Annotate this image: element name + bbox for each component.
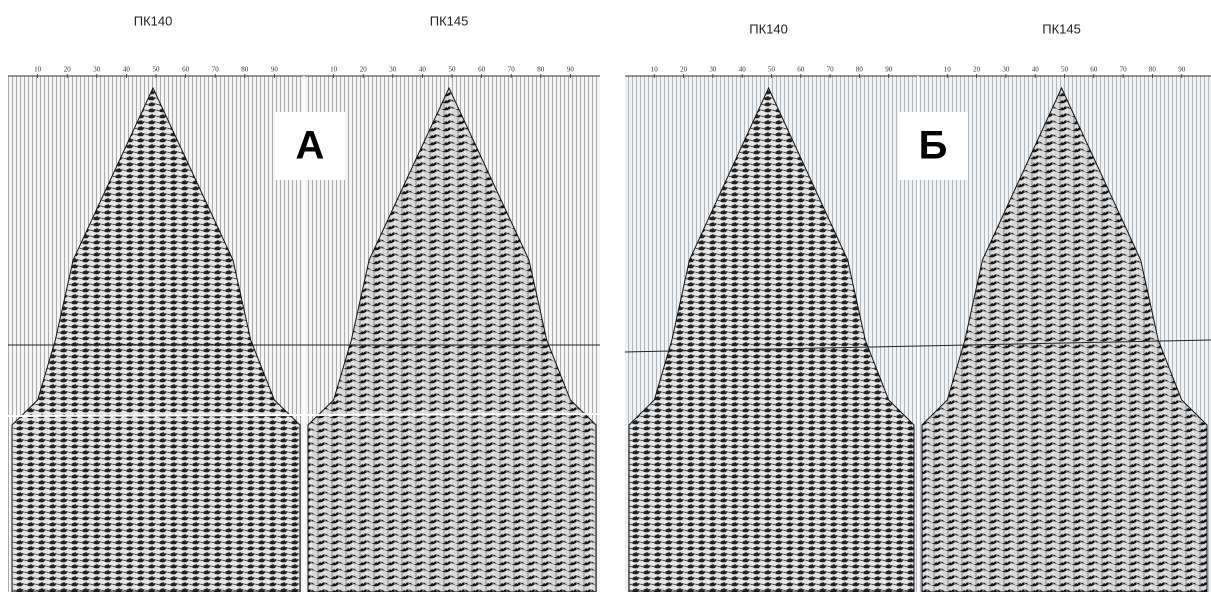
trace-number: 90 — [885, 66, 893, 74]
trace-number: 10 — [330, 66, 338, 74]
record-title: ПК140 — [749, 21, 788, 36]
trace-number: 30 — [389, 66, 397, 74]
trace-number: 20 — [973, 66, 981, 74]
trace-number: 50 — [449, 66, 457, 74]
trace-number: 20 — [360, 66, 368, 74]
trace-number: 50 — [768, 66, 776, 74]
trace-number: 80 — [856, 66, 864, 74]
trace-number: 40 — [739, 66, 747, 74]
trace-number: 60 — [797, 66, 805, 74]
trace-number: 90 — [271, 66, 279, 74]
trace-number: 20 — [64, 66, 72, 74]
trace-number: 50 — [1061, 66, 1069, 74]
time-line — [624, 339, 1211, 353]
seismic-traces — [307, 86, 597, 592]
trace-number: 60 — [1090, 66, 1098, 74]
panel-label: Б — [919, 124, 948, 168]
trace-number: 70 — [508, 66, 516, 74]
time-line-white — [7, 413, 601, 417]
panel-label-box — [898, 112, 968, 180]
panel-label: А — [296, 124, 325, 168]
record-title: ПК145 — [430, 13, 469, 28]
record-title: ПК140 — [134, 13, 173, 28]
trace-number: 50 — [153, 66, 161, 74]
record-title: ПК145 — [1042, 21, 1081, 36]
trace-number: 20 — [680, 66, 688, 74]
trace-number: 30 — [1002, 66, 1010, 74]
panel-label-box — [275, 112, 345, 180]
trace-number: 30 — [93, 66, 101, 74]
trace-number: 70 — [1120, 66, 1128, 74]
trace-number: 10 — [651, 66, 659, 74]
seismic-traces — [628, 86, 915, 592]
trace-number: 70 — [827, 66, 835, 74]
trace-number: 40 — [1032, 66, 1040, 74]
trace-number: 10 — [944, 66, 952, 74]
trace-number: 30 — [709, 66, 717, 74]
trace-number: 80 — [537, 66, 545, 74]
seismic-traces — [921, 86, 1208, 592]
trace-number: 80 — [1149, 66, 1157, 74]
trace-number: 90 — [1178, 66, 1186, 74]
trace-number: 40 — [123, 66, 131, 74]
trace-number: 60 — [182, 66, 190, 74]
trace-number: 40 — [419, 66, 427, 74]
trace-number: 80 — [241, 66, 249, 74]
trace-number: 90 — [567, 66, 575, 74]
trace-number: 60 — [478, 66, 486, 74]
seismic-traces — [11, 86, 301, 592]
trace-number: 70 — [212, 66, 220, 74]
figure-content: ПК140 10 20 30 40 50 60 70 80 90 ПК145 10 20 30 40 50 60… — [7, 13, 1211, 592]
trace-number: 10 — [34, 66, 42, 74]
